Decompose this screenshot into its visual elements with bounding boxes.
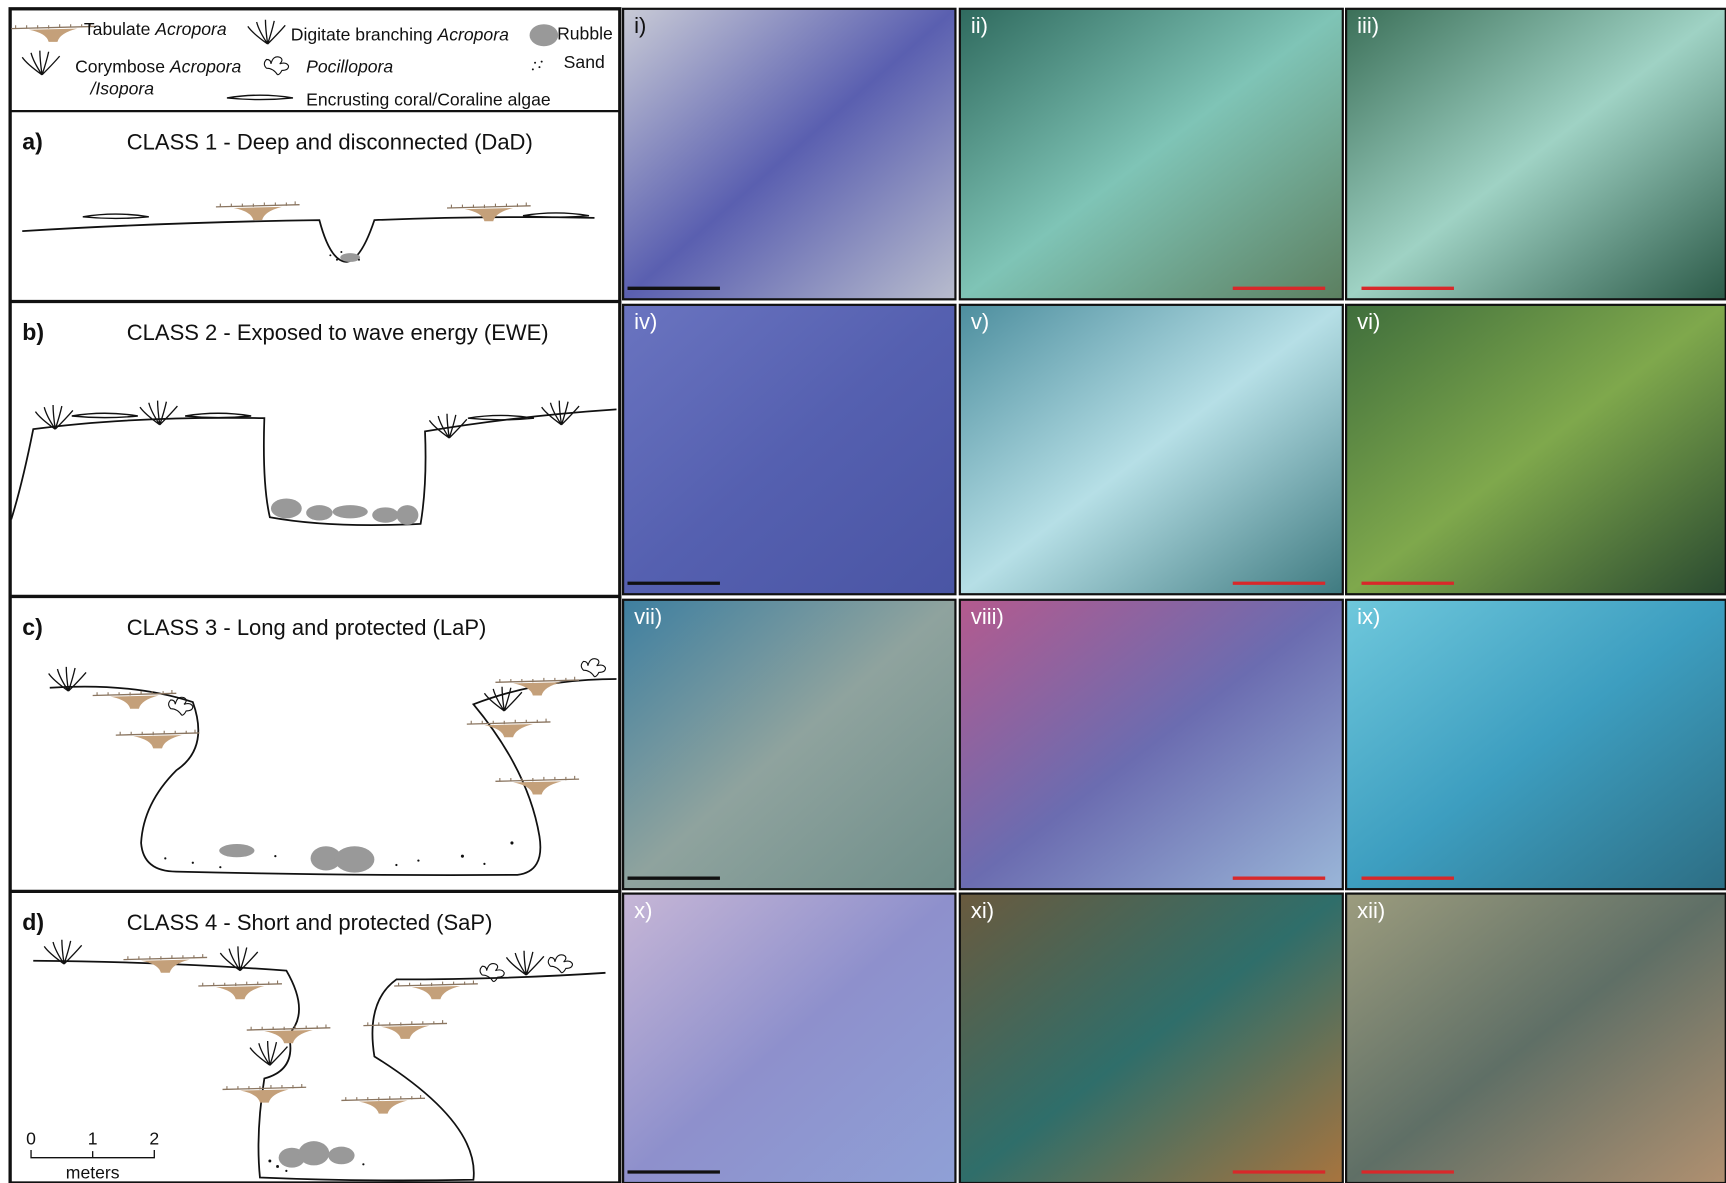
profile-b — [11, 401, 616, 526]
photo-label: ix) — [1357, 604, 1380, 629]
photo-label: i) — [634, 13, 646, 38]
panel-letter: b) — [22, 319, 44, 345]
legend-label: Rubble — [557, 24, 613, 44]
panel-letter: d) — [22, 909, 44, 935]
legend-label: Digitate branching Acropora — [291, 25, 509, 45]
figure: Tabulate Acropora Digitate branching Acr… — [0, 0, 1726, 1183]
photo — [960, 305, 1343, 594]
legend-label: /Isopora — [89, 79, 154, 99]
photo-label: iii) — [1357, 13, 1379, 38]
legend-label: Corymbose Acropora — [75, 57, 241, 77]
page: {"legend": { "tabulate": {"text": "Tabul… — [0, 0, 1726, 1183]
scale-label: 2 — [149, 1128, 159, 1148]
photo-grid: i) ii) iii) iv) v) vi) vii) viii) ix) x) xi) xii) — [623, 9, 1726, 1183]
panel-title: CLASS 4 - Short and protected (SaP) — [127, 910, 493, 935]
legend: Tabulate Acropora Digitate branching Acr… — [11, 19, 613, 109]
photo — [1346, 894, 1726, 1183]
photo-label: viii) — [971, 604, 1004, 629]
photo-label: xi) — [971, 898, 994, 923]
photo — [1346, 9, 1726, 300]
legend-label: Pocillopora — [306, 57, 393, 77]
panel-title: CLASS 2 - Exposed to wave energy (EWE) — [127, 320, 549, 345]
photo-label: v) — [971, 309, 989, 334]
photo — [960, 894, 1343, 1183]
profile-a — [22, 201, 594, 262]
photo — [623, 894, 955, 1183]
panel-letter: c) — [22, 614, 43, 640]
scale-label: 0 — [26, 1128, 36, 1148]
profile-d — [31, 940, 605, 1181]
rubble-icon — [530, 24, 559, 46]
scale-label: 1 — [88, 1128, 98, 1148]
legend-label: Sand — [564, 52, 605, 72]
photo — [623, 9, 955, 300]
scale-unit: meters — [66, 1163, 120, 1183]
photo — [960, 9, 1343, 300]
photo-label: vii) — [634, 604, 662, 629]
photo-label: iv) — [634, 309, 657, 334]
photo — [1346, 305, 1726, 594]
photo-label: xii) — [1357, 898, 1385, 923]
photo-label: ii) — [971, 13, 988, 38]
panel-title: CLASS 1 - Deep and disconnected (DaD) — [127, 130, 533, 155]
photo — [623, 305, 955, 594]
photo-label: x) — [634, 898, 652, 923]
panel-letter: a) — [22, 129, 43, 155]
profile-c — [49, 659, 617, 875]
legend-label: Encrusting coral/Coraline algae — [306, 90, 551, 110]
photo — [960, 600, 1343, 889]
legend-label: Tabulate Acropora — [84, 19, 227, 39]
photo — [1346, 600, 1726, 889]
photo-label: vi) — [1357, 309, 1380, 334]
photo — [623, 600, 955, 889]
panel-title: CLASS 3 - Long and protected (LaP) — [127, 615, 487, 640]
